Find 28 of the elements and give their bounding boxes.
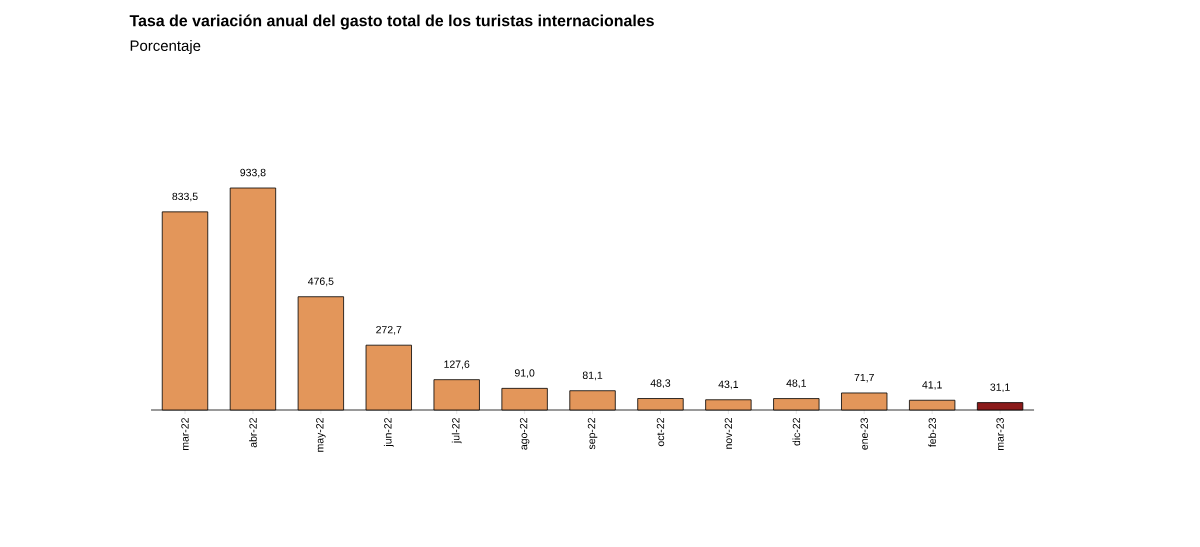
data-label: 91,0 [514,369,535,378]
data-label: 48,3 [650,379,671,389]
x-tick-label: may-22 [316,418,326,452]
data-label: 81,1 [582,371,603,381]
x-tick-label: mar-23 [996,417,1004,450]
x-tick-label: jun-22 [383,418,394,447]
data-label: 43,1 [718,380,739,390]
chart-title: Tasa de variación anual del gasto total de los turistas internacionales [129,14,654,30]
x-tick-label: sep-22 [587,418,598,450]
chart-subtitle: Porcentaje [130,40,201,54]
data-label: 272,7 [376,326,402,335]
x-tick-label: abr-22 [249,418,257,448]
data-label: 48,1 [786,379,806,389]
data-label: 31,1 [990,383,1010,393]
x-tick-label: mar-22 [181,418,189,450]
x-tick-label: ene-23 [860,417,868,450]
data-label: 476,5 [308,277,334,287]
data-label: 933,8 [240,168,266,178]
x-tick-label: jul-22 [451,418,462,444]
data-label: 127,6 [444,360,470,370]
x-tick-label: nov-22 [724,418,733,449]
data-label: 833,5 [172,192,198,202]
x-tick-label: dic-22 [792,418,801,446]
x-tick-label: oct-22 [656,418,665,447]
data-label: 71,7 [854,373,874,383]
x-tick-label: ago-22 [519,418,530,450]
x-tick-label: feb-23 [928,417,937,448]
data-label: 41,1 [922,381,942,390]
